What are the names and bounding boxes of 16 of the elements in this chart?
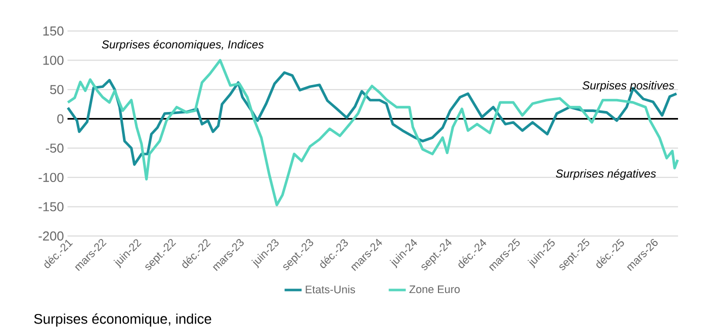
- annotation: Surprises économiques, Indices: [102, 40, 264, 51]
- line-series: [66, 71, 678, 166]
- y-tick-label: 50: [50, 84, 64, 94]
- legend-label: Etats-Unis: [306, 285, 356, 294]
- y-tick-label: -50: [46, 144, 64, 153]
- y-tick-label: 100: [43, 56, 64, 65]
- y-tick-label: 150: [43, 26, 64, 36]
- legend-label: Zone Euro: [409, 285, 460, 294]
- y-tick-label: -200: [38, 231, 64, 241]
- text: Surpises économique, indice: [34, 313, 212, 327]
- annotation: Surpises positives: [582, 81, 674, 92]
- line-series: [66, 58, 679, 206]
- y-tick-label: 0: [57, 114, 64, 124]
- y-tick-label: -100: [38, 172, 64, 182]
- y-tick-label: -150: [38, 202, 64, 212]
- annotation: Surprises négatives: [556, 169, 656, 180]
